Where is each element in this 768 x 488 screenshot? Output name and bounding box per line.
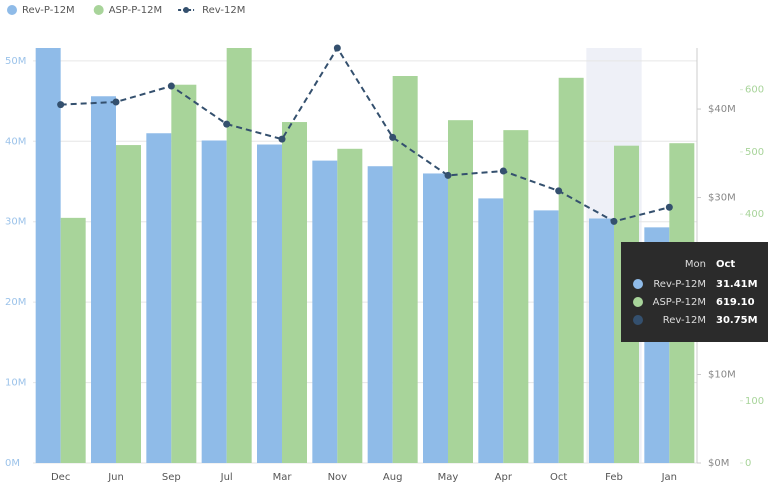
tooltip-label: Mon bbox=[685, 259, 706, 270]
bar bbox=[423, 173, 448, 463]
x-tick-label: Oct bbox=[550, 472, 567, 483]
bar bbox=[91, 96, 116, 464]
y2-tick-label: $30M bbox=[708, 193, 736, 204]
line bbox=[60, 46, 670, 223]
line-point bbox=[333, 44, 341, 52]
bar bbox=[60, 217, 86, 463]
y-tick-label: 20M bbox=[5, 297, 26, 308]
x-tick-label: Aug bbox=[383, 472, 403, 483]
bar bbox=[146, 133, 172, 463]
y-tick-label: 50M bbox=[5, 56, 26, 67]
bar bbox=[533, 210, 559, 463]
bar bbox=[558, 77, 584, 463]
line-point bbox=[389, 133, 397, 141]
x-tick-label: Mar bbox=[273, 472, 293, 483]
x-tick-label: Jan bbox=[661, 472, 677, 483]
tooltip bbox=[621, 242, 768, 342]
y2-tick-label: $10M bbox=[708, 370, 736, 381]
bar bbox=[392, 75, 418, 463]
y-tick-label: 10M bbox=[5, 378, 26, 389]
tooltip-label: Rev-P-12M bbox=[653, 279, 706, 290]
bar bbox=[201, 140, 227, 464]
tooltip-value: 30.75M bbox=[716, 315, 758, 326]
x-tick-label: Dec bbox=[51, 472, 70, 483]
y3-tick-label: 500 bbox=[745, 147, 764, 158]
bar bbox=[282, 122, 307, 464]
line-point bbox=[167, 82, 175, 90]
bar bbox=[503, 130, 529, 463]
bar bbox=[337, 148, 363, 463]
bar bbox=[312, 160, 338, 463]
line-point bbox=[278, 135, 286, 143]
bar bbox=[478, 198, 504, 464]
x-tick-label: Nov bbox=[328, 472, 348, 483]
y2-tick-label: $0M bbox=[708, 458, 729, 469]
legend-label: Rev-12M bbox=[202, 5, 245, 16]
legend-label: Rev-P-12M bbox=[22, 5, 75, 16]
tooltip-swatch bbox=[633, 279, 643, 289]
tooltip-value: 619.10 bbox=[716, 297, 755, 308]
y-tick-label: 30M bbox=[5, 217, 26, 228]
y3-tick-label: 0 bbox=[745, 458, 751, 469]
tooltip-label: ASP-P-12M bbox=[653, 297, 706, 308]
x-tick-label: Feb bbox=[605, 472, 623, 483]
legend-swatch bbox=[93, 5, 104, 15]
bar bbox=[448, 120, 473, 463]
line-point bbox=[444, 171, 452, 179]
bar bbox=[257, 144, 282, 463]
y3-tick-label: 600 bbox=[745, 85, 764, 96]
line-point bbox=[57, 101, 65, 109]
tooltip-value: Oct bbox=[716, 259, 735, 270]
line-point bbox=[610, 217, 618, 225]
line-point bbox=[499, 167, 507, 175]
bar bbox=[116, 145, 141, 463]
line-point bbox=[223, 120, 231, 128]
line-point bbox=[665, 203, 673, 211]
bar bbox=[35, 48, 61, 463]
y2-tick-label: $40M bbox=[708, 104, 736, 115]
y3-tick-label: 100 bbox=[745, 396, 764, 407]
x-tick-label: Sep bbox=[162, 472, 181, 483]
tooltip-swatch bbox=[633, 297, 643, 307]
bar bbox=[171, 84, 197, 464]
y-tick-label: 40M bbox=[5, 136, 26, 147]
bar bbox=[589, 218, 614, 463]
line-point bbox=[555, 187, 563, 195]
y-tick-label: 0M bbox=[5, 458, 20, 469]
tooltip-swatch bbox=[633, 315, 643, 325]
bar bbox=[226, 48, 252, 463]
tooltip-value: 31.41M bbox=[716, 279, 758, 290]
x-tick-label: May bbox=[438, 472, 459, 483]
tooltip-label: Rev-12M bbox=[663, 315, 706, 326]
legend-swatch bbox=[7, 5, 17, 15]
legend-swatch bbox=[183, 7, 190, 13]
x-tick-label: Jul bbox=[220, 472, 233, 483]
bar bbox=[367, 166, 393, 463]
x-tick-label: Jun bbox=[107, 472, 124, 483]
x-tick-label: Apr bbox=[495, 472, 513, 483]
line-point bbox=[112, 98, 120, 106]
y3-tick-label: 400 bbox=[745, 209, 764, 220]
legend-label: ASP-P-12M bbox=[109, 5, 162, 16]
